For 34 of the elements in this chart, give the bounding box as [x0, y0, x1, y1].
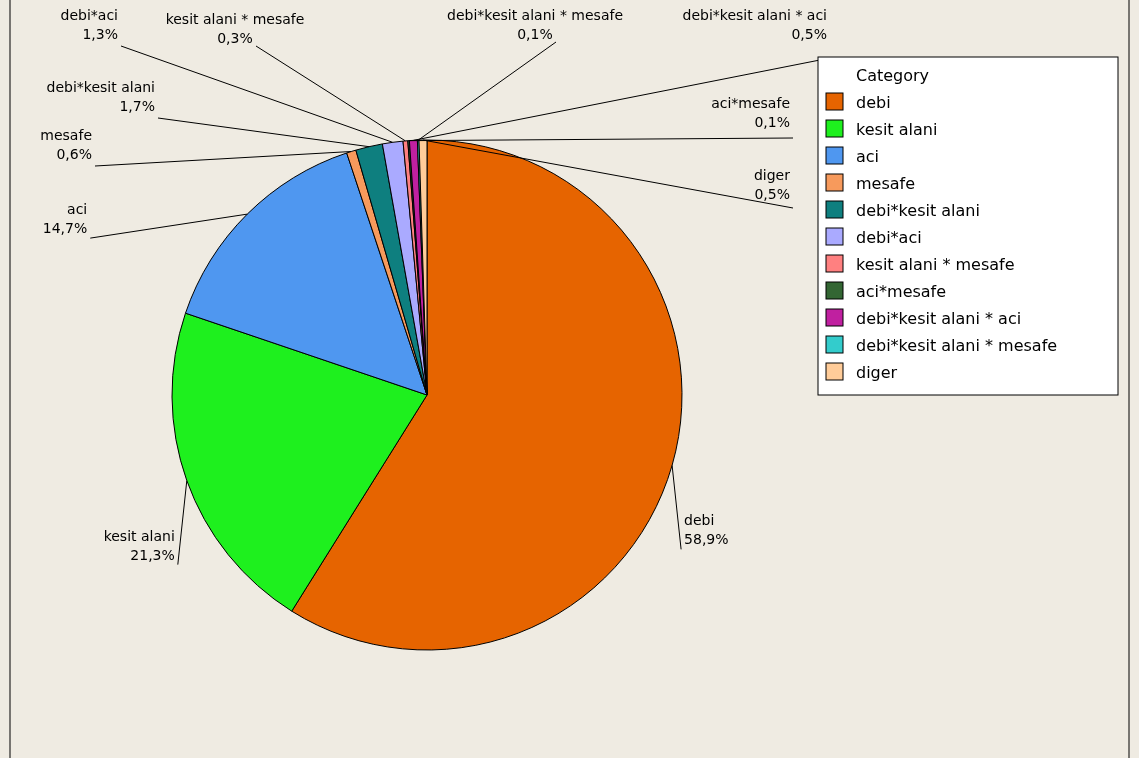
- legend-label: diger: [856, 363, 898, 382]
- data-label: 0,5%: [791, 26, 827, 42]
- slice-label: aci*mesafe: [711, 95, 790, 111]
- slice-label: diger: [753, 167, 791, 183]
- slice-label: kesit alani * mesafe: [165, 11, 305, 27]
- legend-label: kesit alani * mesafe: [856, 255, 1015, 274]
- legend-label: debi*kesit alani * mesafe: [856, 336, 1058, 355]
- data-label: 21,3%: [130, 546, 175, 563]
- data-label: 0,5%: [754, 186, 790, 202]
- data-label: 1,3%: [82, 26, 118, 42]
- legend-label: aci: [856, 147, 880, 166]
- data-label: 0,3%: [217, 30, 253, 46]
- slice-label: mesafe: [40, 127, 92, 143]
- legend-label: debi*aci: [856, 228, 922, 247]
- legend-label: mesafe: [856, 174, 916, 193]
- data-label: 0,6%: [56, 146, 92, 162]
- legend-label: debi: [856, 93, 891, 112]
- data-label: 1,7%: [119, 98, 155, 114]
- legend-title: Category: [856, 66, 930, 85]
- slice-label: debi*kesit alani: [46, 79, 155, 95]
- slice-label: debi: [684, 512, 715, 529]
- legend-label: debi*kesit alani * aci: [856, 309, 1022, 328]
- slice-label: debi*kesit alani * aci: [682, 7, 827, 23]
- slice-label: debi*kesit alani * mesafe: [447, 7, 623, 23]
- legend-label: debi*kesit alani: [856, 201, 980, 220]
- slice-label: kesit alani: [103, 527, 175, 544]
- slice-label: aci: [67, 201, 88, 218]
- data-label: 58,9%: [684, 531, 729, 548]
- data-label: 0,1%: [517, 26, 553, 42]
- slice-label: debi*aci: [60, 7, 118, 23]
- legend-label: kesit alani: [856, 120, 938, 139]
- legend-label: aci*mesafe: [856, 282, 947, 301]
- data-label: 0,1%: [754, 114, 790, 130]
- data-label: 14,7%: [42, 220, 88, 237]
